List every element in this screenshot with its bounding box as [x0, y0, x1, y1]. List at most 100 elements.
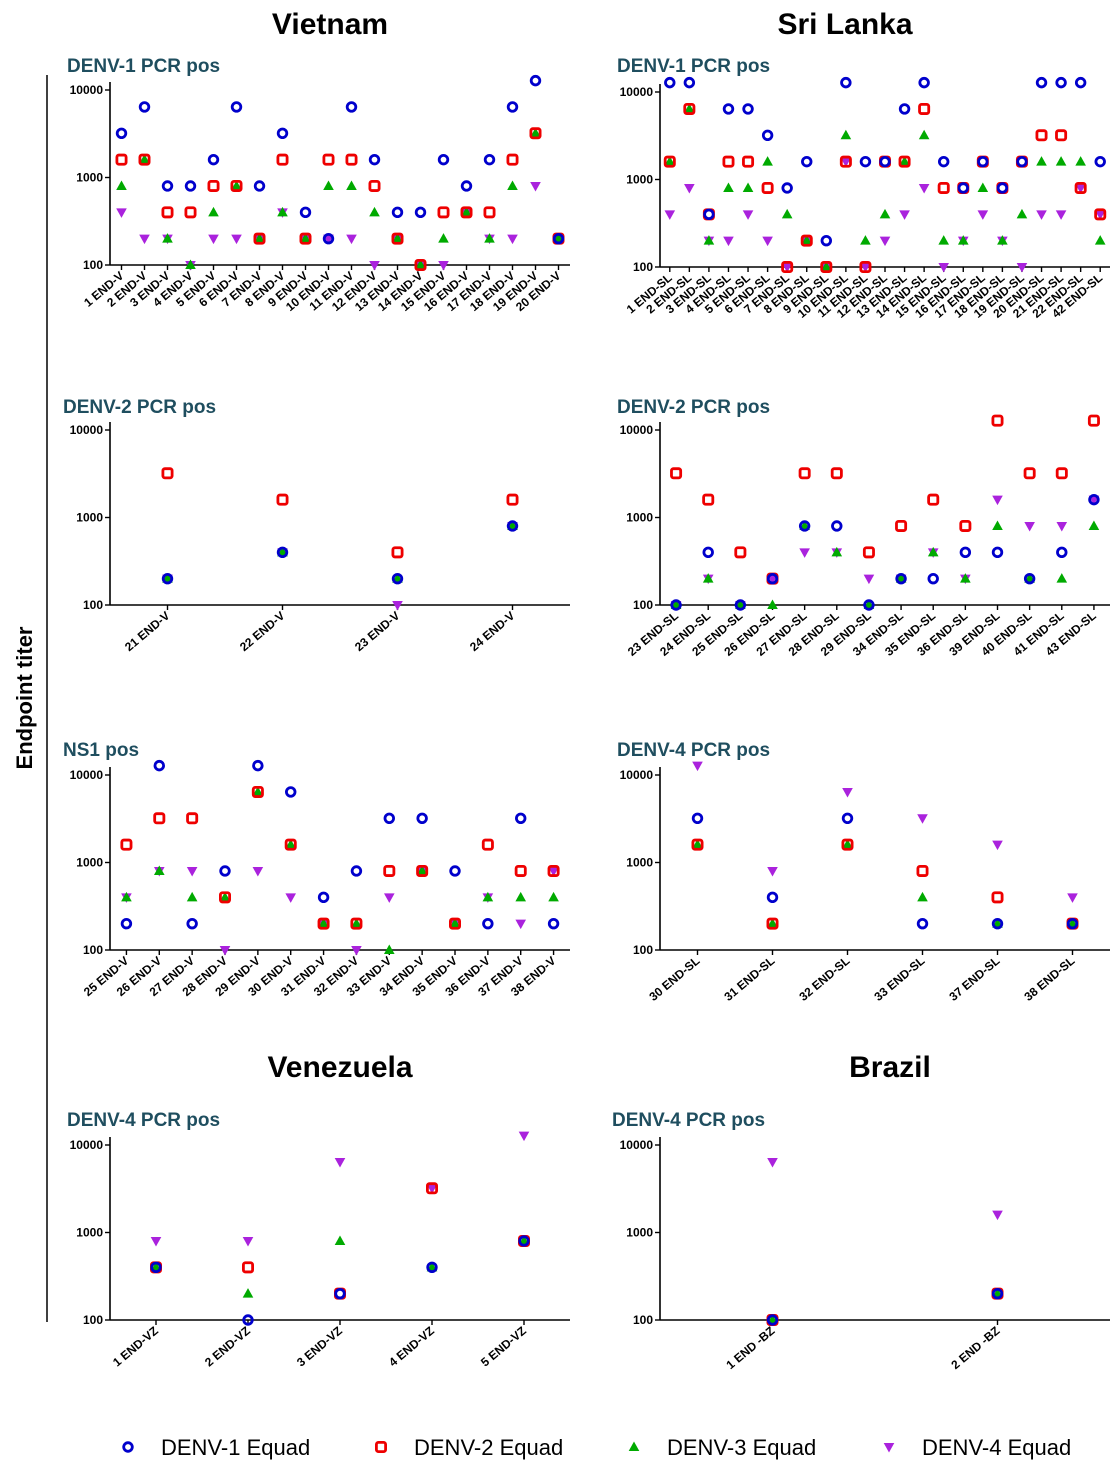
- point-denv-2-equad-31-end-sl: [766, 917, 779, 930]
- point-denv-2-equad-18-end-v: [506, 153, 519, 166]
- point-denv-1-equad-1-end-bz: [766, 1314, 779, 1326]
- x-tick-label-21-end-v: 21 END-V: [122, 609, 172, 654]
- point-denv-3-equad-37-end-v: [515, 891, 527, 902]
- point-denv-1-equad-19-end-v: [529, 74, 542, 87]
- point-denv-2-equad-5-end-sl: [742, 155, 755, 168]
- y-tick-label: 1000: [76, 856, 103, 870]
- point-denv-4-equad-40-end-sl: [1024, 521, 1035, 532]
- y-tick-label: 100: [83, 1313, 103, 1327]
- point-denv-1-equad-16-end-v: [460, 180, 473, 192]
- y-tick-label: 10000: [70, 768, 104, 782]
- point-denv-1-equad-21-end-v: [161, 572, 174, 585]
- point-denv-3-equad-2-end-vz: [242, 1288, 254, 1298]
- point-denv-1-equad-12-end-sl: [879, 155, 891, 168]
- point-denv-2-equad-5-end-v: [207, 179, 220, 192]
- panel-title: DENV-2 PCR pos: [63, 397, 216, 418]
- y-tick-label: 1000: [76, 171, 103, 185]
- point-denv-3-equad-31-end-v: [318, 918, 329, 928]
- point-denv-1-equad-39-end-sl: [991, 546, 1004, 559]
- point-denv-3-equad-5-end-sl: [742, 182, 754, 192]
- point-denv-2-equad-22-end-sl: [1074, 181, 1087, 194]
- point-denv-1-equad-31-end-v: [317, 891, 330, 904]
- point-denv-2-equad-34-end-v: [416, 864, 429, 877]
- point-denv-4-equad-5-end-vz: [518, 1131, 530, 1142]
- panel-title: DENV-1 PCR pos: [67, 56, 220, 77]
- point-denv-1-equad-11-end-v: [345, 101, 358, 113]
- point-denv-2-equad-20-end-sl: [1035, 129, 1048, 142]
- point-denv-1-equad-37-end-sl: [991, 917, 1004, 930]
- point-denv-2-equad-15-end-v: [437, 206, 450, 219]
- point-denv-1-equad-38-end-v: [547, 917, 560, 930]
- point-denv-3-equad-41-end-sl: [1056, 573, 1068, 583]
- point-denv-3-equad-17-end-sl: [977, 182, 989, 192]
- point-denv-1-equad-25-end-sl: [734, 599, 747, 611]
- point-denv-2-equad-21-end-sl: [1055, 129, 1068, 142]
- point-denv-3-equad-18-end-v: [507, 180, 518, 190]
- point-denv-3-equad-22-end-sl: [1075, 156, 1086, 166]
- y-tick-label: 1000: [626, 856, 653, 870]
- point-denv-1-equad-40-end-sl: [1023, 572, 1036, 585]
- point-denv-2-equad-22-end-v: [276, 493, 289, 506]
- point-denv-2-equad-4-end-v: [184, 206, 197, 219]
- point-denv-2-equad-4-end-vz: [425, 1182, 438, 1195]
- country-title-sri-lanka: Sri Lanka: [777, 8, 912, 41]
- point-denv-2-equad-36-end-v: [481, 838, 494, 851]
- point-denv-1-equad-3-end-vz: [334, 1287, 346, 1300]
- point-denv-1-equad-43-end-sl: [1088, 493, 1100, 506]
- x-tick-label-3-end-vz: 3 END-VZ: [294, 1324, 345, 1370]
- point-denv-4-equad-18-end-v: [507, 234, 518, 245]
- point-denv-1-equad-4-end-v: [184, 180, 197, 192]
- point-denv-1-equad-34-end-v: [416, 812, 428, 824]
- point-denv-4-equad-2-end-vz: [242, 1236, 254, 1247]
- point-denv-4-equad-6-end-v: [231, 234, 242, 245]
- point-denv-4-equad-1-end-vz: [150, 1236, 162, 1247]
- x-tick-label-31-end-sl: 31 END-SL: [721, 954, 777, 1004]
- point-denv-4-equad-23-end-v: [392, 601, 403, 611]
- point-denv-4-equad-1-end-bz: [767, 1157, 778, 1168]
- point-denv-2-equad-35-end-v: [448, 917, 461, 930]
- point-denv-3-equad-3-end-vz: [334, 1235, 346, 1245]
- point-denv-3-equad-2-end-v: [139, 154, 150, 164]
- point-denv-1-equad-25-end-v: [120, 917, 133, 930]
- point-denv-3-equad-3-end-v: [162, 233, 173, 243]
- point-denv-4-equad-28-end-v: [219, 946, 231, 956]
- point-denv-1-equad-30-end-sl: [691, 812, 704, 824]
- point-denv-3-equad-33-end-v: [383, 944, 395, 954]
- y-tick-label: 1000: [626, 173, 653, 187]
- point-denv-3-equad-16-end-sl: [957, 235, 969, 245]
- point-denv-3-equad-32-end-sl: [842, 839, 853, 849]
- point-denv-4-equad-7-end-sl: [781, 263, 793, 273]
- y-tick-label: 100: [633, 598, 653, 612]
- y-tick-label: 100: [633, 260, 653, 274]
- point-denv-4-equad-27-end-sl: [799, 548, 810, 558]
- point-denv-2-equad-42-end-sl: [1094, 208, 1107, 221]
- point-denv-4-equad-13-end-sl: [899, 210, 910, 220]
- point-denv-2-equad-16-end-v: [460, 206, 473, 219]
- y-tick-label: 1000: [76, 511, 103, 525]
- y-tick-label: 1000: [626, 511, 653, 525]
- point-denv-2-equad-17-end-v: [483, 206, 496, 219]
- point-denv-3-equad-9-end-sl: [821, 261, 832, 271]
- x-tick-label-23-end-v: 23 END-V: [352, 609, 402, 654]
- panel-bz4: DENV-4 PCR pos 100 1000 10000 1 END -BZ 2 END…: [612, 1110, 1110, 1372]
- point-denv-4-equad-1-end-sl: [664, 210, 676, 220]
- point-denv-2-equad-13-end-sl: [898, 155, 911, 168]
- point-denv-1-equad-18-end-v: [506, 101, 519, 113]
- point-denv-1-equad-29-end-sl: [863, 599, 875, 611]
- point-denv-1-equad-27-end-v: [186, 917, 198, 930]
- panel-title: NS1 pos: [63, 740, 139, 761]
- country-title-brazil: Brazil: [849, 1051, 931, 1084]
- legend-marker-denv-1-equad: [122, 1441, 134, 1453]
- point-denv-2-equad-21-end-v: [161, 467, 174, 480]
- point-denv-4-equad-19-end-v: [530, 181, 541, 192]
- point-denv-2-equad-30-end-v: [284, 838, 297, 851]
- point-denv-3-equad-11-end-sl: [860, 235, 871, 245]
- point-denv-4-equad-21-end-sl: [1055, 210, 1067, 220]
- y-tick-label: 1000: [76, 1226, 103, 1240]
- y-tick-label: 10000: [70, 1138, 104, 1152]
- point-denv-1-equad-9-end-v: [299, 206, 312, 219]
- x-tick-label-1-end-vz: 1 END-VZ: [110, 1324, 161, 1370]
- point-denv-3-equad-39-end-sl: [992, 520, 1003, 530]
- point-denv-2-equad-11-end-v: [345, 153, 358, 166]
- point-denv-1-equad-36-end-v: [482, 917, 494, 930]
